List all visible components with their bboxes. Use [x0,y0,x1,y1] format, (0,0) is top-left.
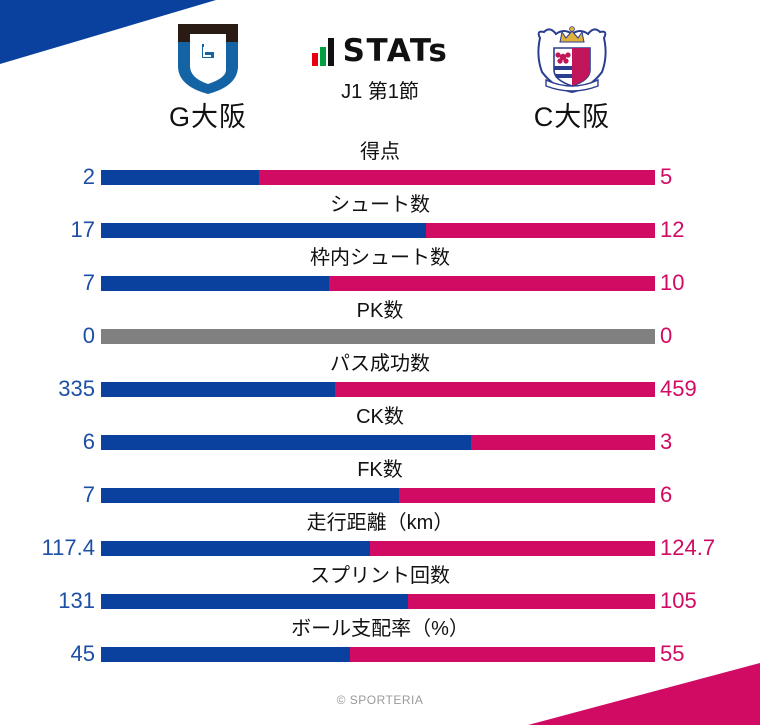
away-value: 3 [660,429,673,454]
copyright-text: © SPORTERIA [336,693,424,707]
stat-bar-line: 45 55 [0,643,760,665]
stat-bar-track [101,541,655,556]
stat-label: ボール支配率（%） [291,618,469,640]
stat-row: PK数 0 0 [0,299,760,352]
stat-bar-line: 117.4 124.7 [0,537,760,559]
stat-row: シュート数 17 12 [0,193,760,246]
away-team-name: C大阪 [533,102,611,132]
stat-label: CK数 [356,406,404,428]
stat-row: 得点 2 5 [0,140,760,193]
stat-bar-home [101,488,400,503]
stat-label: 枠内シュート数 [310,247,450,269]
stat-bar-away [259,170,655,185]
stat-bar-home [101,541,370,556]
away-value: 5 [660,164,673,189]
stat-label: PK数 [356,300,404,322]
stat-bar-home [101,170,260,185]
stat-bar-track [101,594,655,609]
stat-bar-away [399,488,655,503]
stat-bar-line: 131 105 [0,590,760,612]
stat-bar-track [101,647,655,662]
stat-bar-line: 17 12 [0,219,760,241]
stat-bar-track [101,488,655,503]
away-value: 105 [660,588,697,613]
stat-bar-neutral [101,329,655,344]
home-value: 131 [58,588,95,613]
stat-row: FK数 7 6 [0,458,760,511]
away-value: 6 [660,482,673,507]
stat-bar-home [101,647,351,662]
home-value: 2 [82,164,95,189]
stat-row: 枠内シュート数 7 10 [0,246,760,299]
stat-bar-away [408,594,655,609]
brand-title: STATs [342,33,449,69]
away-value: 459 [660,376,697,401]
stat-bar-home [101,382,335,397]
away-value: 10 [660,270,685,295]
card-header: G大阪 C大阪 STATs J1 第1節 [0,0,760,138]
stat-bar-home [101,276,330,291]
stat-bar-line: 335 459 [0,378,760,400]
home-value: 335 [58,376,95,401]
stat-label: 走行距離（km） [306,512,454,534]
home-value: 45 [70,641,95,666]
stat-row: ボール支配率（%） 45 55 [0,617,760,670]
stat-label: シュート数 [330,194,430,216]
stat-label: スプリント回数 [310,565,450,587]
stat-row: スプリント回数 131 105 [0,564,760,617]
home-value: 117.4 [41,535,95,560]
stat-row: パス成功数 335 459 [0,352,760,405]
home-value: 7 [82,482,95,507]
stat-bar-track [101,170,655,185]
home-value: 6 [82,429,95,454]
away-value: 0 [660,323,673,348]
stat-row: CK数 6 3 [0,405,760,458]
stat-bar-line: 7 10 [0,272,760,294]
home-value: 0 [82,323,95,348]
stat-bar-away [329,276,655,291]
stat-label: FK数 [357,459,403,481]
stats-brand: STATs [0,36,760,74]
stat-bar-home [101,594,409,609]
gamba-osaka-crest [148,22,268,96]
stat-bar-track [101,276,655,291]
stat-bar-away [425,223,655,238]
stat-bar-track [101,382,655,397]
home-value: 7 [82,270,95,295]
stat-bar-away [470,435,655,450]
stat-bar-track [101,223,655,238]
stat-bar-home [101,435,471,450]
bar-chart-logo-icon [311,37,334,66]
match-round-label: J1 第1節 [341,81,419,103]
cerezo-osaka-crest [512,22,632,96]
stat-label: 得点 [360,141,400,163]
corner-decoration-bottom-right [528,663,760,725]
stats-list: 得点 2 5 シュート数 17 12 枠内シュート数 7 10 PK数 0 0 パス成功数 335 459 C… [0,138,760,670]
home-value: 17 [70,217,95,242]
stat-bar-track [101,329,655,344]
stat-bar-away [350,647,655,662]
stat-label: パス成功数 [330,353,430,375]
away-value: 55 [660,641,685,666]
stat-row: 走行距離（km） 117.4 124.7 [0,511,760,564]
stat-bar-away [369,541,655,556]
away-value: 12 [660,217,685,242]
stat-bar-away [334,382,655,397]
away-value: 124.7 [660,535,716,560]
stat-bar-home [101,223,426,238]
home-team-name: G大阪 [168,102,247,132]
stat-bar-track [101,435,655,450]
